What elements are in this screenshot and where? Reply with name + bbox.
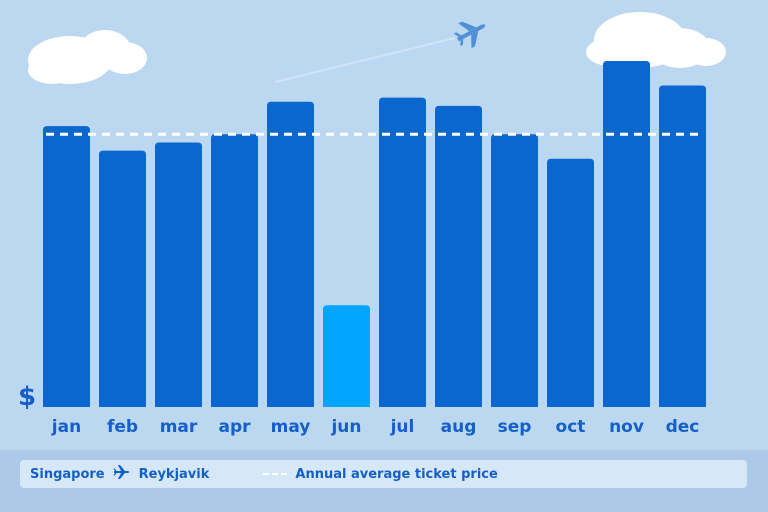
bar-jan	[43, 126, 90, 408]
bar-jul	[379, 97, 426, 408]
tick-label-aug: aug	[441, 417, 477, 437]
bar-may	[267, 101, 314, 407]
airplane-icon	[113, 465, 131, 483]
cloud-icon	[586, 12, 726, 68]
bars	[43, 61, 706, 408]
bar-oct	[547, 158, 594, 407]
bar-jun	[323, 305, 370, 407]
tick-label-feb: feb	[107, 417, 138, 437]
tick-label-jun: jun	[330, 417, 361, 437]
tick-label-nov: nov	[609, 417, 644, 437]
tick-label-apr: apr	[218, 417, 251, 437]
bar-mar	[155, 142, 202, 407]
bar-dec	[659, 85, 706, 407]
legend-dash-swatch	[263, 473, 288, 475]
legend-origin: Singapore	[30, 466, 105, 482]
tick-label-may: may	[271, 417, 311, 437]
tick-label-oct: oct	[556, 417, 586, 437]
tick-label-dec: dec	[666, 417, 700, 437]
x-tick-labels: jan feb mar apr may jun jul aug sep oct nov dec	[51, 417, 700, 437]
tick-label-jul: jul	[390, 417, 415, 437]
bar-nov	[603, 61, 650, 408]
cloud-icon	[28, 30, 147, 84]
y-axis-label: $	[18, 382, 36, 412]
bar-apr	[211, 134, 258, 407]
legend-average: Annual average ticket price	[263, 466, 498, 482]
tick-label-jan: jan	[51, 417, 81, 437]
bar-aug	[435, 105, 482, 407]
legend: Singapore Reykjavik Annual average ticke…	[20, 460, 747, 488]
bar-sep	[491, 134, 538, 407]
legend-destination: Reykjavik	[138, 466, 210, 482]
tick-label-mar: mar	[160, 417, 198, 437]
bar-feb	[99, 150, 146, 407]
legend-route: Singapore Reykjavik	[30, 465, 209, 483]
airplane-icon	[274, 21, 486, 83]
legend-average-label: Annual average ticket price	[295, 466, 498, 482]
tick-label-sep: sep	[498, 417, 532, 437]
